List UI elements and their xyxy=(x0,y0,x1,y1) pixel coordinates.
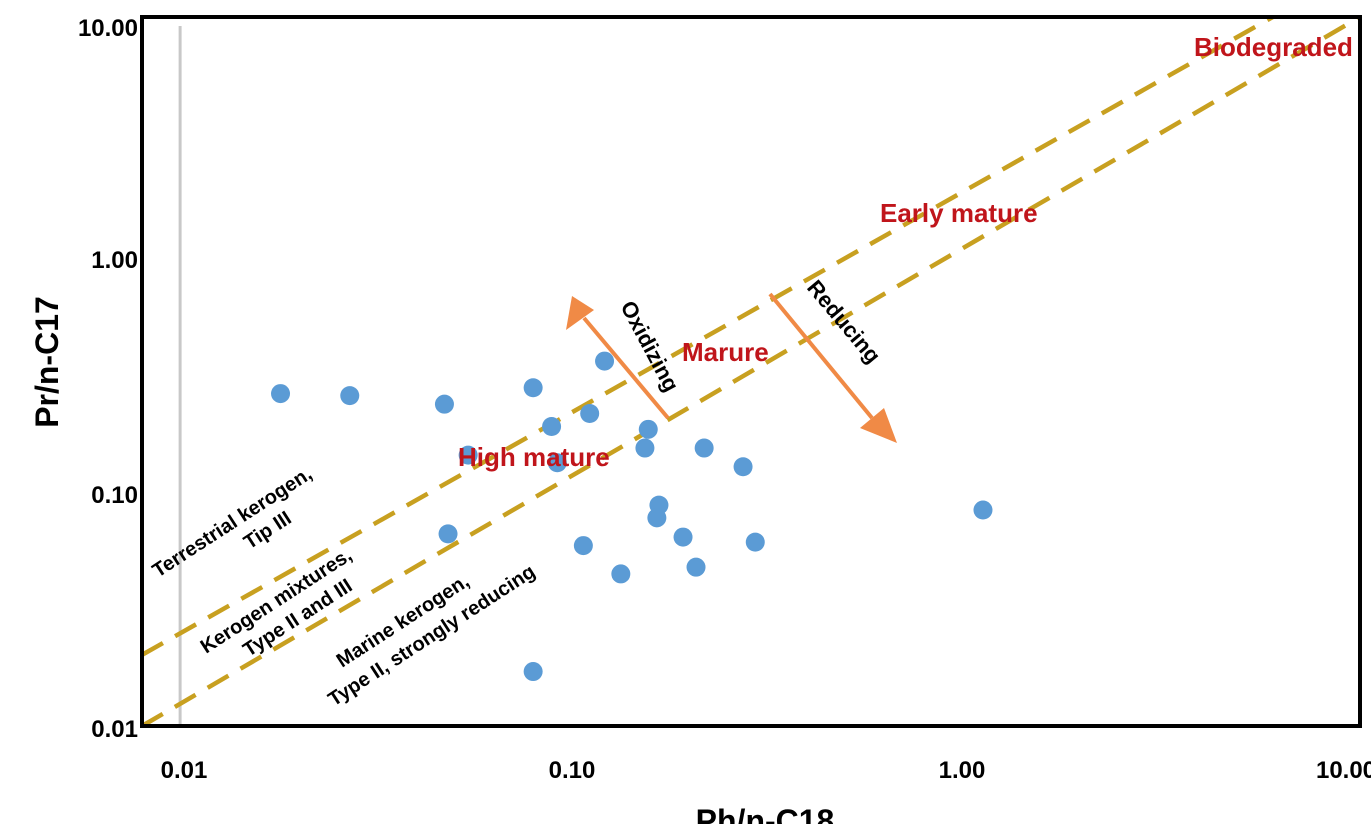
zone-label-line: Type II, strongly reducing xyxy=(325,561,540,711)
data-point xyxy=(523,662,543,682)
axis-ticks: 10.00 1.00 0.10 0.01 0.01 0.10 1.00 10.0… xyxy=(78,15,1371,784)
data-point xyxy=(458,445,478,465)
y-tick-label: 1.00 xyxy=(91,247,138,274)
data-point xyxy=(547,453,567,473)
data-point xyxy=(733,457,753,477)
data-point xyxy=(573,536,593,556)
data-point xyxy=(973,500,993,520)
data-point xyxy=(686,557,706,577)
data-point xyxy=(340,386,360,406)
label-reducing: Reducing xyxy=(802,275,886,368)
y-tick-label: 0.01 xyxy=(91,716,138,743)
x-tick-label: 10.00 xyxy=(1316,757,1371,784)
y-tick-label: 0.10 xyxy=(91,482,138,509)
x-tick-label: 0.10 xyxy=(549,757,596,784)
data-point xyxy=(523,378,543,398)
divider-line-lower xyxy=(140,15,1362,728)
data-point xyxy=(647,508,667,528)
label-biodegraded: Biodegraded xyxy=(1194,32,1353,62)
label-high-mature: High mature xyxy=(458,442,610,472)
divider-line-upper xyxy=(140,15,1274,657)
arrow-oxidizing-head xyxy=(566,296,594,330)
data-point xyxy=(673,527,693,547)
data-point xyxy=(638,419,658,439)
arrow-reducing-head xyxy=(860,408,897,443)
y-tick-label: 10.00 xyxy=(78,15,138,42)
x-tick-label: 1.00 xyxy=(939,757,986,784)
data-point xyxy=(438,524,458,544)
data-point xyxy=(580,404,600,424)
data-point xyxy=(611,564,631,584)
data-point xyxy=(542,417,562,437)
label-oxidizing: Oxidizing xyxy=(616,297,685,396)
data-point xyxy=(595,351,615,371)
x-axis-title: Ph/n-C18 xyxy=(696,803,835,824)
y-axis-title: Pr/n-C17 xyxy=(29,296,65,428)
data-point xyxy=(271,384,291,404)
arrow-reducing-shaft xyxy=(768,292,874,420)
plot-area xyxy=(140,15,1362,728)
x-tick-label: 0.01 xyxy=(161,757,208,784)
data-point xyxy=(694,438,714,458)
plot-frame xyxy=(140,15,1362,728)
label-early-mature: Early mature xyxy=(880,198,1038,228)
arrow-oxidizing-shaft xyxy=(582,316,670,420)
data-point xyxy=(745,532,765,552)
data-point xyxy=(434,394,454,414)
label-marure: Marure xyxy=(682,337,769,367)
data-point xyxy=(635,438,655,458)
